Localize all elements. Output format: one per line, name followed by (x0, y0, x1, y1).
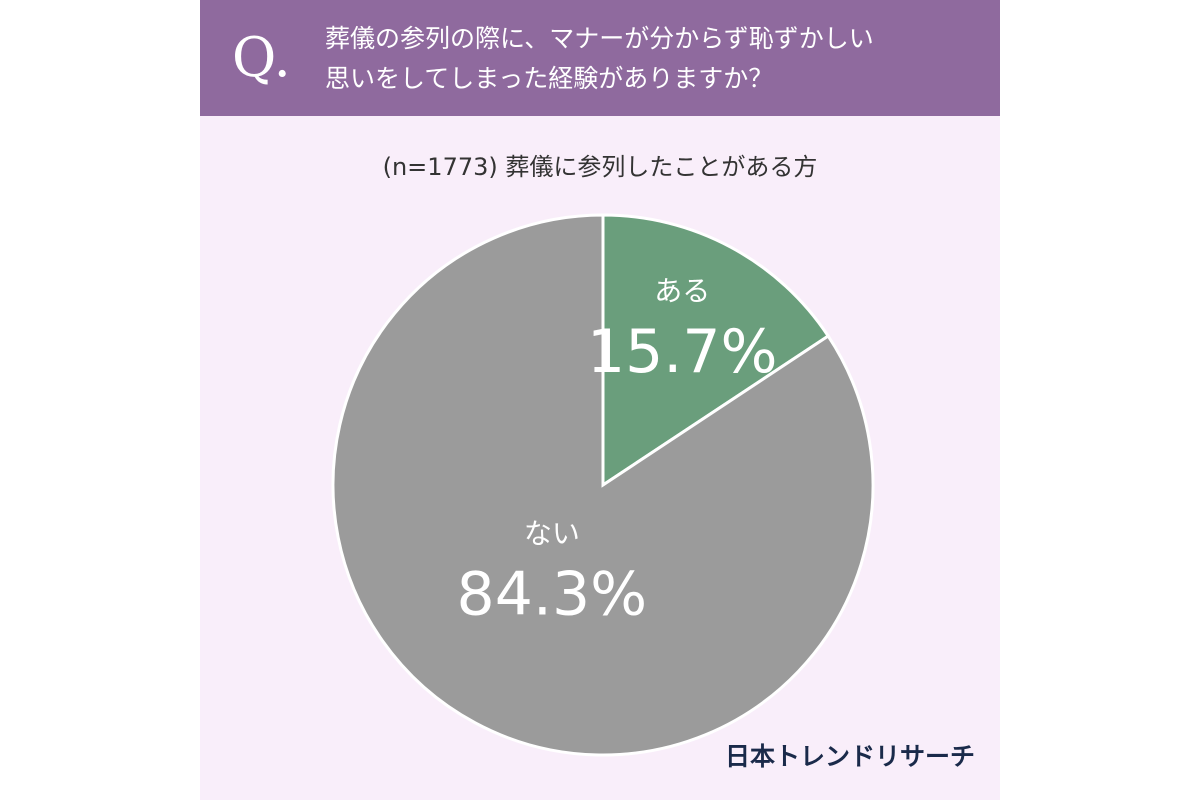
pie-slice (331, 213, 875, 757)
pie-slice (601, 213, 831, 488)
question-label: Q. (232, 26, 291, 89)
subtitle: (n=1773) 葬儀に参列したことがある方 (383, 153, 818, 181)
title-line: 葬儀の参列の際に、マナーが分からず恥ずかしい (325, 24, 874, 53)
title-line: 思いをしてしまった経験がありますか？ (325, 64, 773, 93)
category-label: ある (654, 275, 710, 308)
source: 日本トレンドリサーチ (725, 742, 975, 771)
category-label: ない (524, 517, 580, 550)
header (200, 0, 1000, 116)
value-label: 15.7% (587, 317, 778, 387)
value-label: 84.3% (457, 560, 648, 630)
